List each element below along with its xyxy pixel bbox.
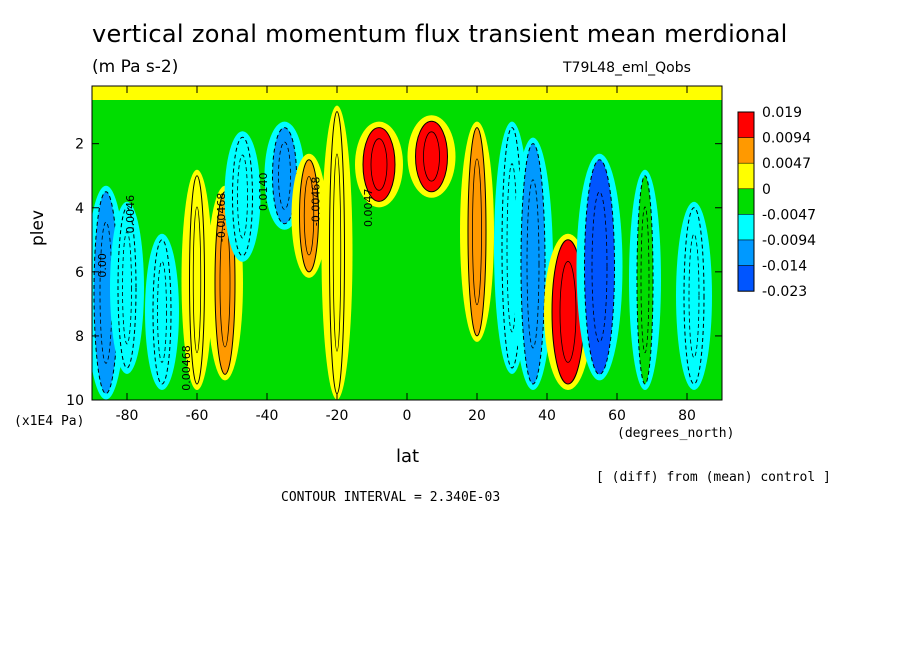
x-tick-label: -40 [256, 408, 279, 424]
contour-label: 0.0140 [257, 172, 270, 211]
colorbar-label: 0.019 [762, 105, 802, 121]
contour-band [467, 127, 487, 337]
contour-line [192, 206, 202, 354]
colorbar-swatch [737, 265, 755, 292]
contour-label: -0.00468 [215, 193, 228, 242]
colorbar-swatch [737, 188, 755, 215]
contour-band [152, 239, 172, 385]
x-tick-label: 20 [468, 408, 486, 424]
contour-line [219, 218, 231, 348]
y-tick-label: 8 [75, 329, 84, 345]
chart-title: vertical zonal momentum flux transient m… [92, 20, 788, 48]
run-name: T79L48_eml_Qobs [563, 60, 691, 76]
x-tick-label: -80 [116, 408, 139, 424]
contour-line [122, 231, 132, 345]
y-tick-label: 2 [75, 137, 84, 153]
contour-line [423, 131, 440, 182]
contour-line [591, 191, 608, 343]
colorbar-label: -0.0047 [762, 207, 816, 223]
contour-band [299, 159, 319, 273]
contour-label: -0.00468 [310, 177, 323, 226]
y-tick-label: 10 [66, 393, 84, 409]
contour-line [370, 138, 388, 191]
contour-label: 0.00 [96, 253, 109, 278]
colorbar-swatch [737, 239, 755, 266]
x-axis-unit: (degrees_north) [617, 426, 735, 441]
colorbar-label: 0.0047 [762, 156, 811, 172]
x-tick-label: 40 [538, 408, 556, 424]
contour-label: 0.00468 [180, 345, 193, 391]
x-tick-label: -60 [186, 408, 209, 424]
contour-band [636, 175, 654, 385]
contour-band [415, 120, 448, 193]
contour-band [683, 207, 705, 385]
x-tick-label: 80 [678, 408, 696, 424]
contour-band [189, 175, 205, 385]
contour-band [520, 143, 546, 385]
contour-line [559, 261, 577, 363]
colorbar-label: 0.0094 [762, 131, 811, 147]
contour-interval: CONTOUR INTERVAL = 2.340E-03 [281, 490, 501, 505]
colorbar-swatch [737, 214, 755, 241]
contour-label: 0.0046 [124, 195, 137, 234]
contour-line [472, 158, 482, 306]
colorbar-swatch [737, 162, 755, 190]
y-tick-label: 6 [75, 265, 84, 281]
contour-band [117, 207, 137, 369]
contour-line [237, 154, 248, 239]
x-tick-label: 0 [403, 408, 412, 424]
colorbar-swatch [737, 111, 755, 138]
contour-line [278, 141, 291, 210]
colorbar-label: 0 [762, 182, 771, 198]
x-tick-label: -20 [326, 408, 349, 424]
contour-band [232, 136, 253, 257]
contour-line [157, 261, 167, 363]
contour-fill-group: 0.00 0.0046 0.00468 -0.00468 0.0140 -0.00468 0… [92, 86, 722, 400]
contour-line [332, 153, 342, 352]
colorbar-label: -0.023 [762, 284, 807, 300]
y-tick-label: 4 [75, 201, 84, 217]
y-axis-unit: (x1E4 Pa) [14, 414, 85, 429]
contour-band [584, 159, 615, 375]
contour-line [526, 179, 540, 349]
chart-units: (m Pa s-2) [92, 57, 179, 77]
x-axis-label: lat [396, 446, 420, 467]
y-axis-label: plev [28, 209, 48, 246]
colorbar-label: -0.0094 [762, 233, 816, 249]
x-tick-label: 60 [608, 408, 626, 424]
contour-label: 0.0047 [362, 189, 375, 228]
contour-band [362, 127, 396, 202]
colorbar-frame [737, 111, 755, 292]
contour-line [688, 233, 700, 358]
contour-line [303, 176, 315, 256]
diff-note: [ (diff) from (mean) control ] [596, 470, 831, 485]
colorbar-swatch [737, 137, 755, 164]
contour-line [640, 206, 650, 354]
colorbar-label: -0.014 [762, 259, 807, 275]
